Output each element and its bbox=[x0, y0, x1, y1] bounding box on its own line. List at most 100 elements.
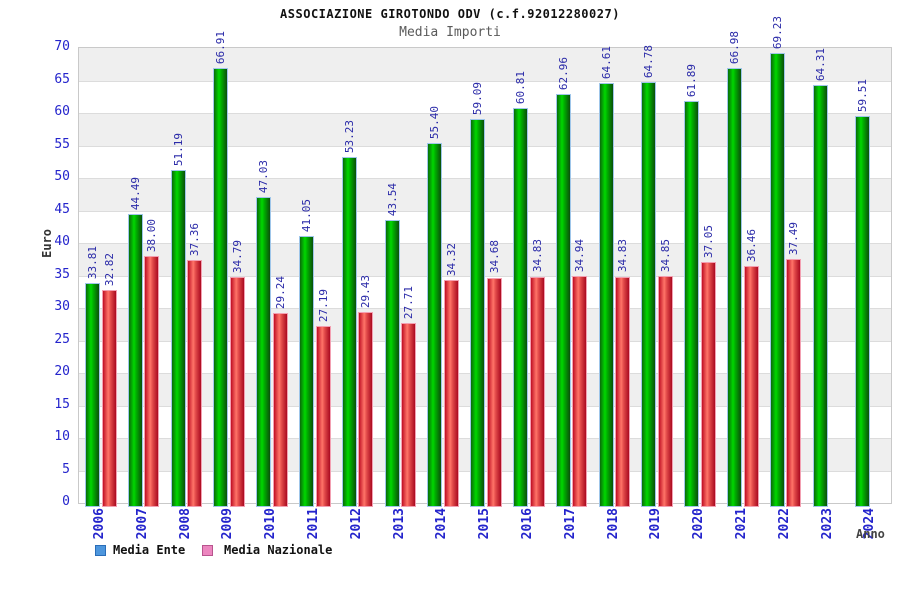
bar-value-label: 69.23 bbox=[770, 15, 784, 50]
bar-value-label: 44.49 bbox=[128, 176, 142, 210]
bar-media-nazionale-2006 bbox=[101, 289, 117, 507]
bar-media-ente-2010 bbox=[256, 197, 272, 507]
x-tick-label-2009: 2009 bbox=[220, 508, 236, 540]
y-tick-label: 55 bbox=[54, 136, 70, 152]
y-tick-label: 60 bbox=[54, 104, 70, 119]
x-tick-label-2012: 2012 bbox=[348, 508, 364, 540]
bar-value-label: 34.83 bbox=[616, 239, 630, 273]
bar-value-label: 64.61 bbox=[599, 45, 613, 80]
bar-media-nazionale-2015 bbox=[486, 277, 502, 507]
bar-value-label: 61.89 bbox=[685, 63, 699, 97]
bar-media-nazionale-2019 bbox=[657, 276, 673, 507]
bar-media-nazionale-2009 bbox=[229, 276, 245, 507]
bar-media-nazionale-2018 bbox=[615, 276, 631, 507]
bar-value-label: 47.03 bbox=[257, 160, 271, 194]
x-tick-label-2013: 2013 bbox=[391, 508, 407, 540]
y-tick-label: 45 bbox=[54, 201, 70, 217]
bar-value-label: 33.81 bbox=[86, 246, 99, 280]
x-tick-label-2018: 2018 bbox=[605, 508, 621, 540]
bar-media-nazionale-2011 bbox=[315, 326, 331, 507]
bar-media-nazionale-2010 bbox=[272, 312, 288, 507]
bar-value-label: 29.24 bbox=[273, 275, 287, 309]
bar-value-label: 43.54 bbox=[385, 182, 399, 216]
bar-media-ente-2020 bbox=[684, 100, 700, 507]
bar-media-ente-2015 bbox=[470, 118, 486, 507]
bar-media-ente-2008 bbox=[170, 170, 186, 507]
bar-media-nazionale-2021 bbox=[743, 266, 759, 507]
bar-value-label: 55.40 bbox=[428, 105, 442, 139]
y-tick-label: 20 bbox=[54, 364, 70, 379]
bar-value-label: 34.79 bbox=[230, 239, 244, 273]
x-tick-label-2006: 2006 bbox=[92, 508, 107, 540]
bar-value-label: 53.23 bbox=[342, 119, 356, 154]
bar-value-label: 37.05 bbox=[701, 225, 715, 259]
bar-value-label: 66.91 bbox=[214, 30, 228, 65]
y-tick-label: 30 bbox=[54, 299, 70, 314]
bar-value-label: 27.71 bbox=[402, 285, 416, 319]
bar-value-label: 34.32 bbox=[444, 242, 458, 276]
plot-area: 33.81 32.82 44.49 38.00 51.19 37.36 66.91 34.79… bbox=[78, 16, 892, 507]
bar-media-ente-2009 bbox=[213, 68, 229, 507]
bar-media-nazionale-2022 bbox=[786, 259, 802, 507]
bar-media-nazionale-2014 bbox=[443, 279, 459, 507]
bar-media-ente-2022 bbox=[769, 53, 785, 507]
y-tick-label: 5 bbox=[62, 461, 70, 477]
bar-value-label: 29.43 bbox=[359, 274, 373, 308]
y-tick-label: 15 bbox=[54, 396, 70, 412]
bar-value-label: 64.78 bbox=[642, 44, 656, 78]
x-tick-label-2007: 2007 bbox=[134, 508, 150, 540]
bar-media-ente-2021 bbox=[727, 67, 742, 507]
legend-label-media-ente: Media Ente bbox=[113, 543, 186, 557]
bar-media-ente-2019 bbox=[641, 81, 657, 507]
bar-value-label: 27.19 bbox=[316, 289, 330, 323]
bar-media-ente-2017 bbox=[555, 93, 571, 507]
x-tick-label-2011: 2011 bbox=[306, 508, 321, 540]
bar-media-nazionale-2008 bbox=[187, 260, 203, 507]
chart-subtitle: Media Importi bbox=[399, 25, 501, 40]
y-tick-label: 10 bbox=[54, 429, 70, 444]
x-tick-label-2015: 2015 bbox=[477, 508, 493, 540]
x-tick-label-2021: 2021 bbox=[734, 508, 749, 540]
bar-value-label: 62.96 bbox=[556, 56, 570, 90]
y-tick-label: 50 bbox=[54, 169, 70, 184]
bar-value-label: 34.83 bbox=[530, 239, 544, 273]
bar-media-ente-2011 bbox=[299, 236, 314, 507]
y-tick-label: 70 bbox=[54, 39, 70, 54]
x-tick-label-2019: 2019 bbox=[648, 508, 664, 540]
x-tick-label-2023: 2023 bbox=[819, 508, 835, 540]
bar-media-nazionale-2007 bbox=[144, 256, 160, 507]
bar-media-ente-2023 bbox=[812, 85, 828, 507]
bar-media-ente-2012 bbox=[341, 157, 357, 507]
bar-value-label: 38.00 bbox=[145, 218, 159, 252]
x-tick-label-2016: 2016 bbox=[520, 508, 535, 540]
bar-media-ente-2007 bbox=[127, 213, 143, 507]
bar-media-ente-2014 bbox=[427, 142, 443, 507]
bar-value-label: 34.68 bbox=[487, 240, 501, 274]
legend-swatch-media-ente bbox=[95, 545, 106, 556]
bar-media-ente-2016 bbox=[513, 107, 528, 507]
x-tick-label-2008: 2008 bbox=[177, 508, 193, 540]
y-tick-label: 40 bbox=[54, 234, 70, 249]
gridline bbox=[79, 80, 891, 82]
bar-media-nazionale-2016 bbox=[529, 276, 545, 507]
x-tick-label-2017: 2017 bbox=[562, 508, 578, 540]
chart-title: ASSOCIAZIONE GIROTONDO ODV (c.f.92012280… bbox=[280, 7, 620, 21]
bar-media-ente-2006 bbox=[85, 283, 100, 507]
y-tick-label: 35 bbox=[54, 266, 70, 282]
bar-value-label: 36.46 bbox=[744, 228, 758, 263]
bar-value-label: 37.36 bbox=[188, 223, 202, 257]
legend-swatch-media-nazionale bbox=[202, 545, 213, 556]
bar-value-label: 32.82 bbox=[102, 252, 116, 286]
bar-media-ente-2013 bbox=[384, 220, 400, 507]
x-axis-title: Anno bbox=[856, 527, 885, 541]
bar-media-nazionale-2012 bbox=[358, 311, 374, 507]
gridline bbox=[79, 113, 891, 114]
bar-media-nazionale-2020 bbox=[700, 262, 716, 507]
bar-value-label: 60.81 bbox=[514, 70, 527, 104]
bar-value-label: 34.85 bbox=[658, 239, 672, 273]
y-tick-label: 0 bbox=[62, 494, 70, 509]
bar-media-nazionale-2017 bbox=[572, 275, 588, 507]
bar-value-label: 64.31 bbox=[813, 47, 827, 81]
x-tick-label-2014: 2014 bbox=[434, 508, 450, 540]
